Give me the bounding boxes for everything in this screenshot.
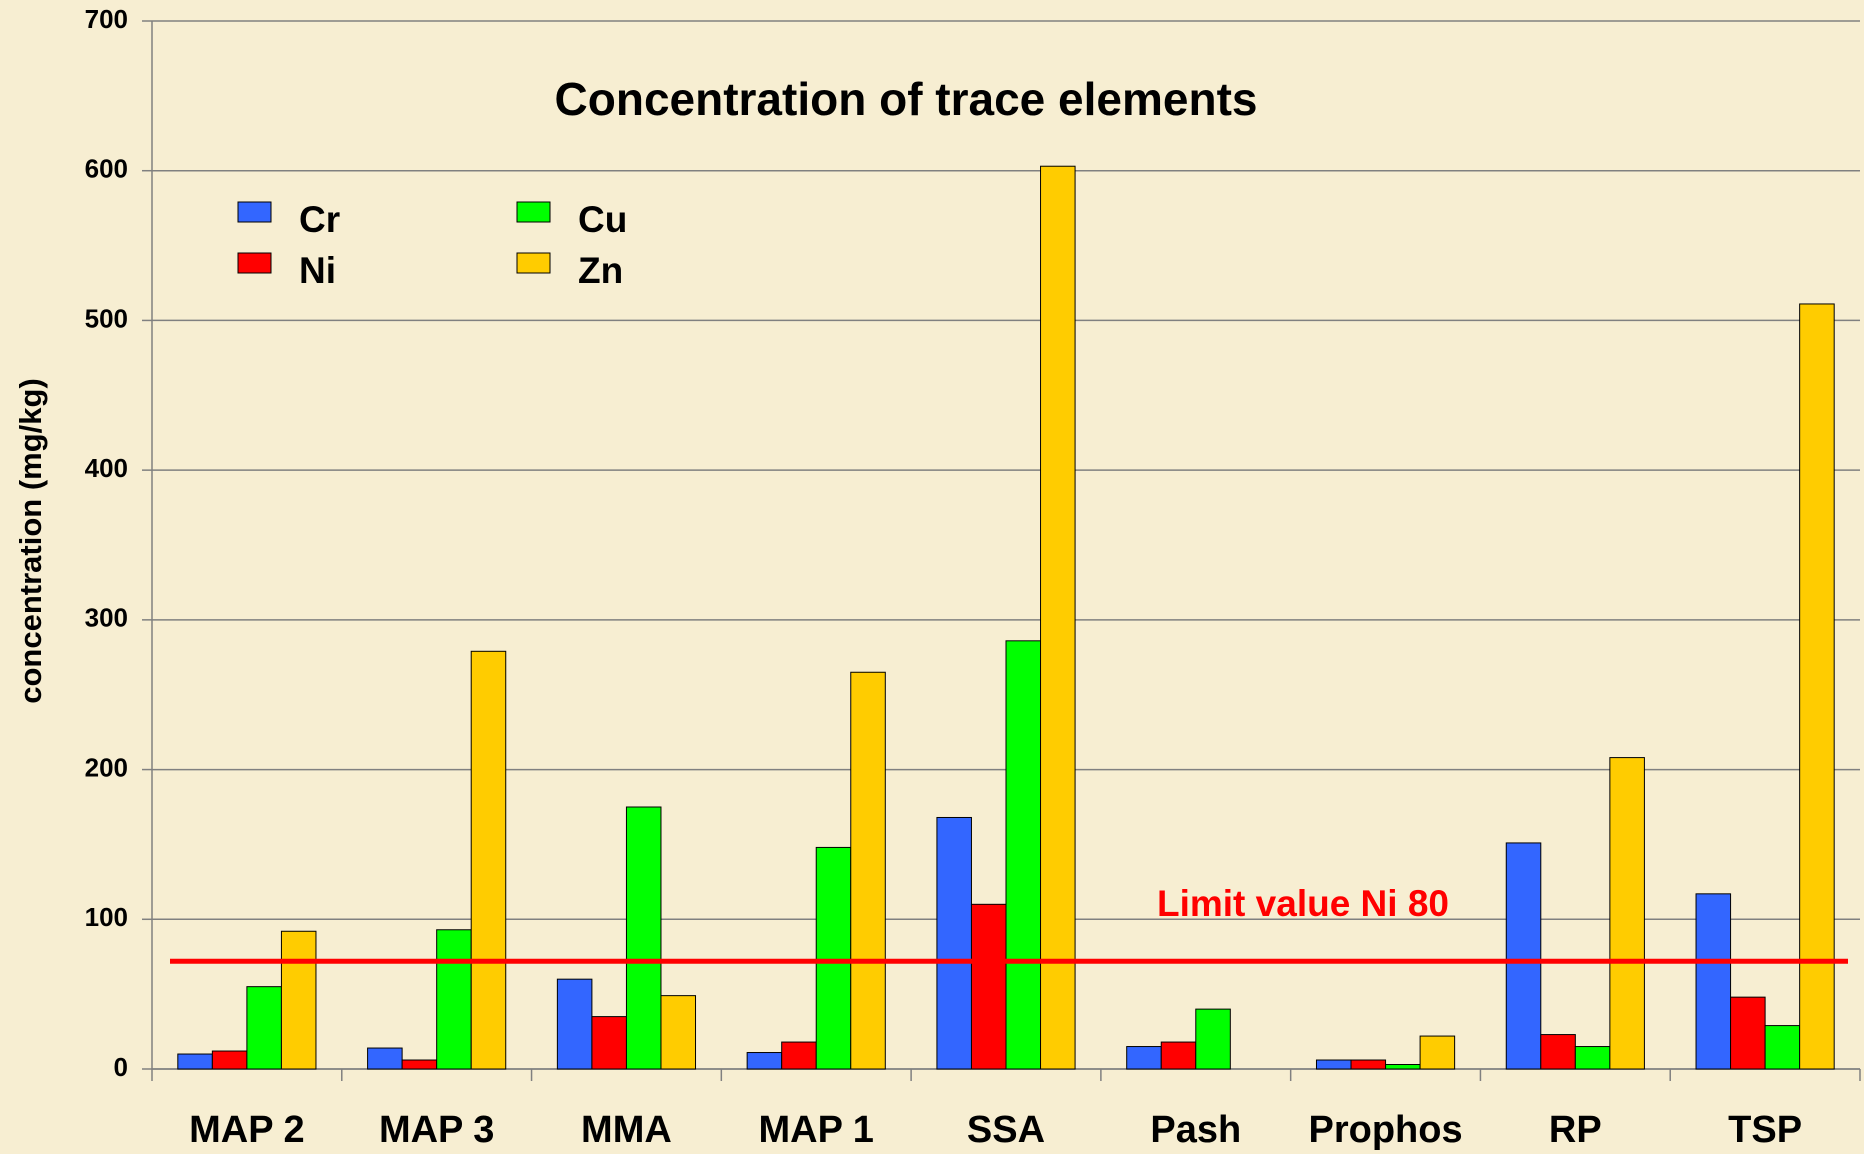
y-tick-label: 700 <box>85 4 128 34</box>
bar <box>1315 1059 1352 1070</box>
bar <box>470 650 507 1070</box>
bar <box>1385 1064 1421 1070</box>
y-tick-label: 600 <box>85 154 128 184</box>
legend-label: Zn <box>578 250 623 291</box>
bar <box>367 1047 403 1070</box>
legend-label: Ni <box>299 250 336 291</box>
legend-label: Cu <box>578 199 627 240</box>
bar <box>1505 842 1542 1070</box>
bar <box>436 929 472 1070</box>
bar <box>1005 640 1042 1070</box>
bar <box>556 978 593 1070</box>
bar <box>211 1050 248 1070</box>
x-tick-label: TSP <box>1728 1109 1802 1151</box>
bar <box>1799 303 1835 1070</box>
bar <box>401 1059 438 1070</box>
x-tick-label: SSA <box>967 1109 1045 1151</box>
x-tick-label: Prophos <box>1308 1109 1462 1151</box>
bar <box>177 1053 213 1070</box>
legend-swatch <box>237 201 272 223</box>
bar <box>1160 1041 1197 1070</box>
x-tick-label: Pash <box>1150 1109 1241 1151</box>
y-tick-label: 500 <box>85 303 128 333</box>
bar <box>1419 1035 1456 1070</box>
bar <box>781 1041 817 1070</box>
y-tick-label: 200 <box>85 752 128 782</box>
bar <box>1540 1034 1576 1070</box>
bar <box>746 1052 783 1070</box>
y-axis-label: concentration (mg/kg) <box>13 378 48 704</box>
y-tick-label: 400 <box>85 453 128 483</box>
bar <box>1609 757 1645 1070</box>
bar <box>246 986 282 1070</box>
y-tick-label: 100 <box>85 902 128 932</box>
bar <box>1126 1046 1162 1070</box>
bar <box>1574 1046 1611 1070</box>
chart-title: Concentration of trace elements <box>555 73 1258 125</box>
y-tick-label: 0 <box>114 1052 128 1082</box>
bar <box>280 930 317 1070</box>
bar <box>1195 1008 1231 1070</box>
bar <box>1730 996 1766 1070</box>
bar <box>1695 893 1732 1070</box>
limit-label: Limit value Ni 80 <box>1157 883 1449 924</box>
legend-label: Cr <box>299 199 340 240</box>
bar <box>1040 165 1076 1070</box>
legend-swatch <box>516 201 551 223</box>
y-tick-label: 300 <box>85 603 128 633</box>
bar <box>1764 1025 1801 1070</box>
bar <box>660 995 697 1070</box>
legend-swatch <box>516 252 551 274</box>
x-tick-label: MAP 3 <box>379 1109 494 1151</box>
bar <box>625 806 662 1070</box>
legend-swatch <box>237 252 272 274</box>
bar <box>1350 1059 1387 1070</box>
bar <box>850 671 886 1070</box>
bar <box>936 816 972 1070</box>
x-tick-label: MMA <box>581 1109 672 1151</box>
x-tick-label: MAP 1 <box>758 1109 873 1151</box>
x-tick-label: MAP 2 <box>189 1109 304 1151</box>
bar <box>591 1016 627 1070</box>
x-tick-label: RP <box>1549 1109 1602 1151</box>
bar <box>970 903 1007 1070</box>
bar <box>815 846 852 1070</box>
